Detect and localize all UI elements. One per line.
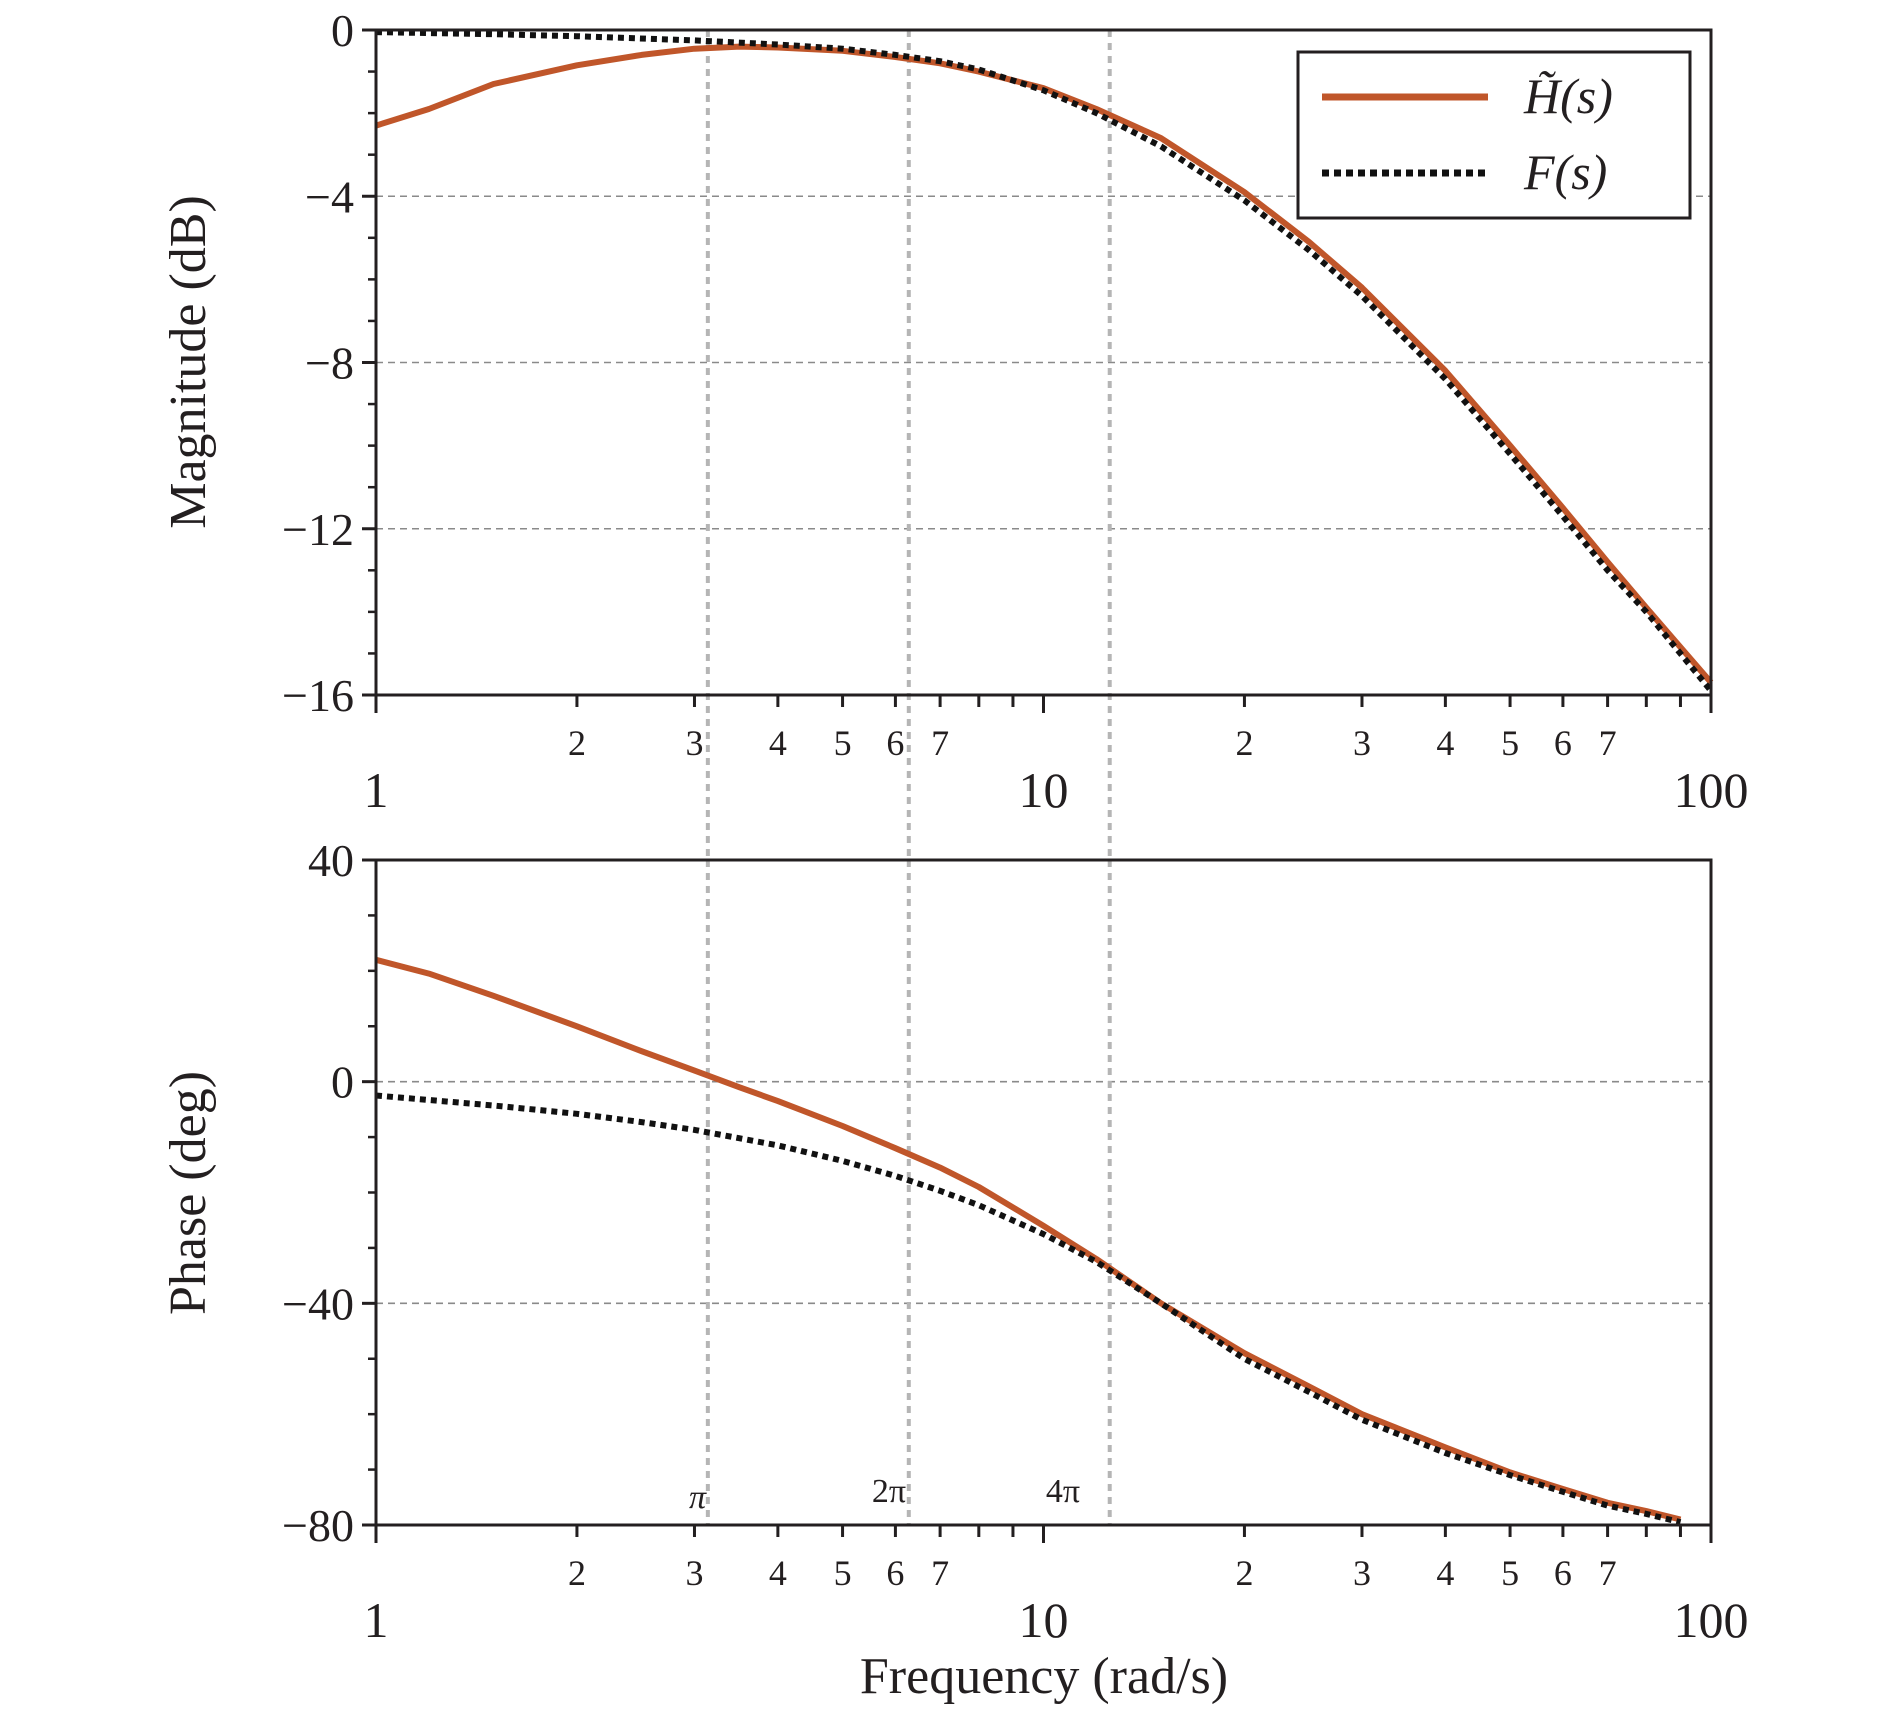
x-minor-tick-label: 7 — [1599, 723, 1617, 763]
phase-frequency-markers — [705, 860, 1112, 1525]
magnitude-y-axis-label: Magnitude (dB) — [160, 195, 217, 529]
magnitude-series — [375, 29, 1714, 693]
y-tick-label: −4 — [305, 171, 354, 222]
series-line-h-tilde — [375, 956, 1682, 1523]
marker-label-4pi: 4π — [1046, 1473, 1080, 1510]
legend-box — [1296, 50, 1692, 220]
x-minor-tick-label: 6 — [886, 723, 904, 763]
y-tick-label: 40 — [308, 835, 354, 886]
phase-panel: 400−40−80 2 3 4 5 6 7 2 3 4 5 6 71 10 100 Phase (deg)… — [160, 835, 1749, 1648]
y-tick-label: −80 — [282, 1500, 354, 1551]
x-minor-tick-label: 3 — [685, 723, 703, 763]
phase-y-ticks: 40 0 −40 −80 — [282, 835, 376, 1551]
marker-label-2pi: 2π — [872, 1473, 906, 1510]
x-major-tick-label: 10 — [1019, 762, 1069, 818]
x-minor-tick-label: 6 — [1554, 1553, 1572, 1593]
magnitude-grid — [376, 195, 1711, 530]
y-tick-label: 0 — [331, 5, 354, 56]
x-axis-label: Frequency (rad/s) — [860, 1648, 1228, 1705]
x-minor-tick-label: 6 — [1554, 723, 1572, 763]
legend: H̃(s) F(s) — [1296, 50, 1692, 220]
phase-grid — [376, 1080, 1711, 1305]
magnitude-x-ticks: 2 3 4 5 6 7 2 3 4 5 6 71 10 100 — [364, 695, 1749, 818]
x-minor-tick-label: 4 — [769, 723, 787, 763]
x-minor-tick-label: 2 — [568, 723, 586, 763]
x-minor-tick-label: 4 — [1436, 723, 1454, 763]
x-minor-tick-label: 2 — [1235, 1553, 1253, 1593]
x-minor-tick-label: 5 — [1501, 723, 1519, 763]
x-minor-tick-label: 3 — [1353, 723, 1371, 763]
y-tick-label: −16 — [282, 670, 354, 721]
x-minor-tick-label: 2 — [1235, 723, 1253, 763]
phase-x-ticks: 2 3 4 5 6 7 2 3 4 5 6 71 10 100 — [364, 1525, 1749, 1648]
marker-label-pi: π — [689, 1479, 707, 1516]
phase-y-axis-label: Phase (deg) — [160, 1071, 217, 1315]
x-minor-tick-label: 2 — [568, 1553, 586, 1593]
y-tick-label: −40 — [282, 1278, 354, 1329]
series-line-f — [375, 1092, 1682, 1526]
x-minor-tick-label: 5 — [834, 1553, 852, 1593]
phase-series — [375, 956, 1682, 1526]
legend-label-f: F(s) — [1523, 144, 1607, 200]
magnitude-frequency-markers — [705, 30, 1112, 860]
x-minor-tick-label: 3 — [1353, 1553, 1371, 1593]
x-minor-tick-label: 4 — [769, 1553, 787, 1593]
y-tick-label: −8 — [305, 338, 354, 389]
x-major-tick-label: 100 — [1674, 762, 1749, 818]
y-tick-label: 0 — [331, 1057, 354, 1108]
y-tick-label: −12 — [282, 504, 354, 555]
phase-plot-frame — [374, 858, 1713, 1527]
x-minor-tick-label: 7 — [931, 723, 949, 763]
magnitude-y-ticks: 0 −4 −8 −12 −16 — [282, 5, 376, 721]
x-major-tick-label: 1 — [364, 1592, 389, 1648]
x-minor-tick-label: 5 — [834, 723, 852, 763]
x-minor-tick-label: 4 — [1436, 1553, 1454, 1593]
x-major-tick-label: 10 — [1019, 1592, 1069, 1648]
series-line-f — [375, 29, 1714, 693]
x-minor-tick-label: 5 — [1501, 1553, 1519, 1593]
x-major-tick-label: 1 — [364, 762, 389, 818]
x-minor-tick-label: 7 — [1599, 1553, 1617, 1593]
x-minor-tick-label: 7 — [931, 1553, 949, 1593]
x-minor-tick-label: 3 — [685, 1553, 703, 1593]
magnitude-panel: 0−4−8−12−16 2 3 4 5 6 7 2 3 4 5 6 71 10 100 Magnitude… — [160, 5, 1749, 860]
x-minor-tick-label: 6 — [886, 1553, 904, 1593]
legend-label-h-tilde: H̃(s) — [1523, 68, 1613, 124]
x-major-tick-label: 100 — [1674, 1592, 1749, 1648]
